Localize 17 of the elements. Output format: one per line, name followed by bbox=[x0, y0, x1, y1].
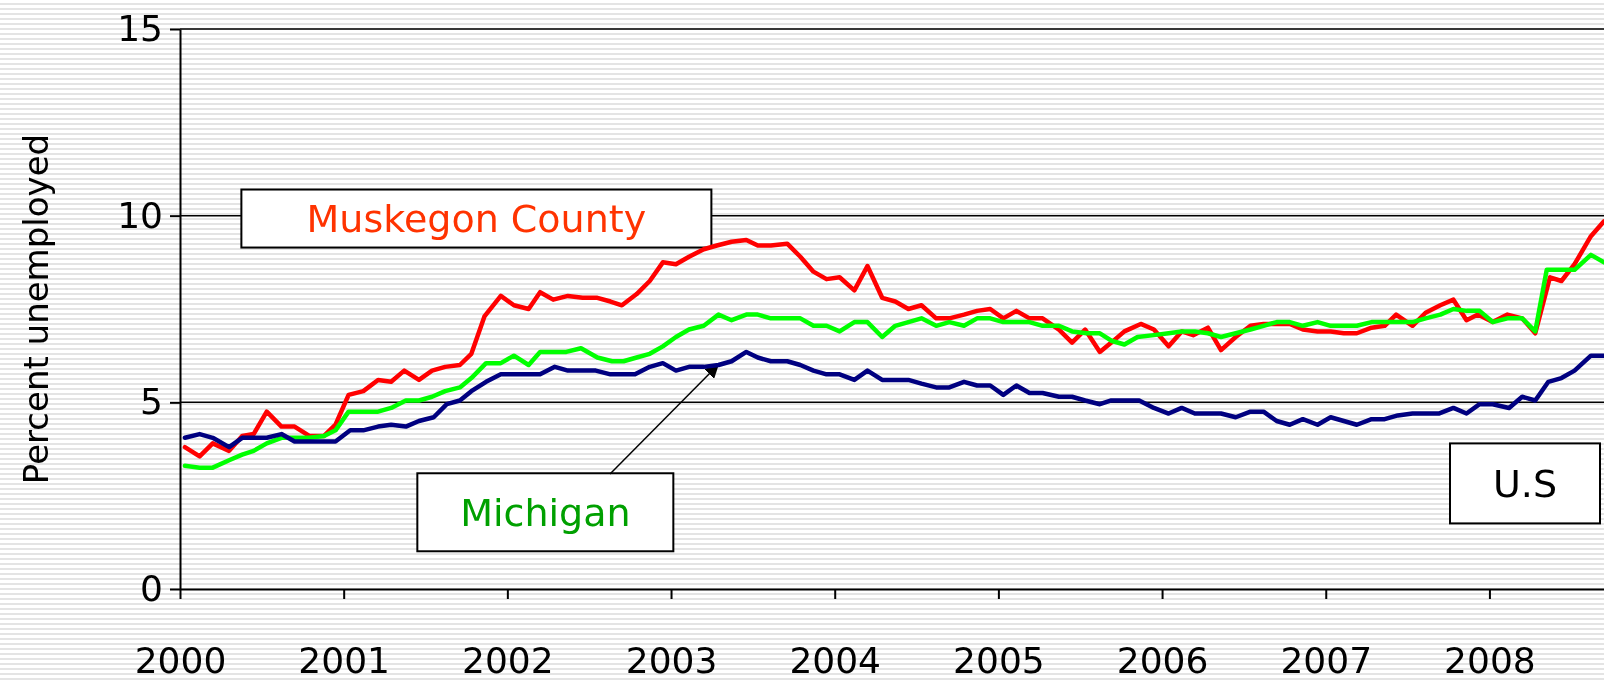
x-tick-label: 2006 bbox=[1116, 639, 1209, 681]
x-tick-label: 2003 bbox=[625, 639, 718, 681]
series-label: Muskegon County bbox=[306, 196, 647, 241]
x-tick-label: 2001 bbox=[298, 639, 390, 681]
y-axis-title: Percent unemployed bbox=[16, 133, 56, 485]
text: Michigan bbox=[460, 490, 631, 535]
y-tick-label: 10 bbox=[117, 194, 163, 236]
x-tick-label: 2004 bbox=[789, 639, 882, 681]
x-tick-label: 2000 bbox=[134, 639, 227, 681]
y-tick-label: 15 bbox=[117, 8, 163, 50]
x-tick-label: 2007 bbox=[1280, 639, 1373, 681]
x-tick-label: 2008 bbox=[1444, 639, 1536, 681]
y-tick-label: 0 bbox=[140, 568, 163, 610]
series-label: U.S bbox=[1492, 461, 1558, 506]
x-tick-label: 2002 bbox=[462, 639, 554, 681]
y-tick-label: 5 bbox=[140, 381, 163, 423]
x-tick-label: 2005 bbox=[953, 639, 1045, 681]
